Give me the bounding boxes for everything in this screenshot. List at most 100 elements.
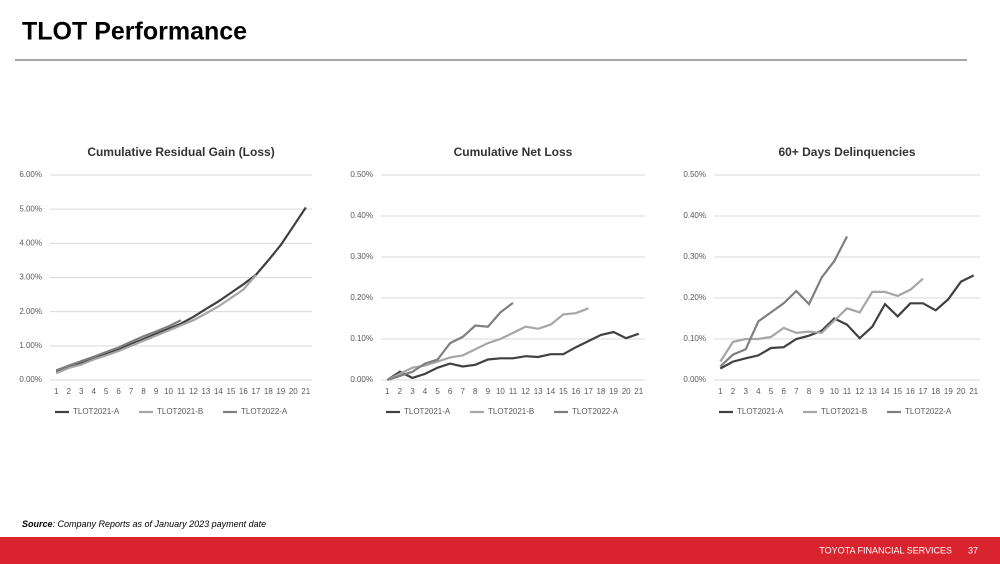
x-tick-label: 21: [634, 387, 643, 396]
x-tick-label: 19: [276, 387, 285, 396]
y-tick-label: 5.00%: [19, 204, 42, 213]
x-tick-label: 21: [969, 387, 978, 396]
footer-company: TOYOTA FINANCIAL SERVICES: [819, 545, 952, 555]
chart-title: Cumulative Net Loss: [454, 145, 573, 159]
slide-title: TLOT Performance: [22, 18, 247, 46]
x-tick-label: 17: [251, 387, 260, 396]
y-tick-label: 2.00%: [19, 307, 42, 316]
x-tick-label: 19: [609, 387, 618, 396]
source: Source: Company Reports as of January 20…: [22, 519, 266, 529]
series-line: [55, 319, 182, 372]
x-tick-label: 12: [189, 387, 198, 396]
x-tick-label: 12: [855, 387, 864, 396]
page-number: 37: [968, 545, 978, 555]
x-tick-label: 7: [794, 387, 799, 396]
x-tick-label: 1: [385, 387, 390, 396]
x-tick-label: 18: [597, 387, 606, 396]
x-tick-label: 9: [819, 387, 824, 396]
y-tick-label: 0.50%: [350, 170, 373, 179]
x-tick-label: 7: [129, 387, 134, 396]
x-tick-label: 10: [164, 387, 173, 396]
y-tick-label: 0.20%: [350, 293, 373, 302]
x-tick-label: 9: [154, 387, 159, 396]
x-tick-label: 20: [622, 387, 631, 396]
y-tick-label: 0.40%: [350, 211, 373, 220]
legend-label: TLOT2021-A: [737, 407, 784, 416]
x-tick-label: 11: [509, 387, 518, 396]
x-tick-label: 5: [104, 387, 109, 396]
x-tick-label: 1: [718, 387, 723, 396]
x-tick-label: 17: [584, 387, 593, 396]
x-tick-label: 6: [448, 387, 453, 396]
legend-label: TLOT2021-A: [404, 407, 451, 416]
x-tick-label: 1: [54, 387, 59, 396]
legend-label: TLOT2022-A: [572, 407, 619, 416]
x-tick-label: 2: [66, 387, 71, 396]
legend-label: TLOT2021-B: [488, 407, 534, 416]
legend-label: TLOT2021-B: [157, 407, 203, 416]
series-line: [386, 302, 514, 382]
y-tick-label: 0.30%: [350, 252, 373, 261]
x-tick-label: 21: [301, 387, 310, 396]
x-tick-label: 3: [79, 387, 84, 396]
y-tick-label: 3.00%: [19, 273, 42, 282]
x-tick-label: 5: [435, 387, 440, 396]
x-tick-label: 10: [496, 387, 505, 396]
x-tick-label: 20: [289, 387, 298, 396]
x-tick-label: 10: [830, 387, 839, 396]
series-line: [719, 235, 848, 368]
y-tick-label: 0.00%: [19, 375, 42, 384]
x-tick-label: 4: [423, 387, 428, 396]
x-tick-label: 9: [486, 387, 491, 396]
x-tick-label: 3: [743, 387, 748, 396]
x-tick-label: 4: [91, 387, 96, 396]
y-tick-label: 4.00%: [19, 238, 42, 247]
x-tick-label: 17: [919, 387, 928, 396]
series-line: [55, 274, 257, 375]
x-tick-label: 15: [559, 387, 568, 396]
x-tick-label: 18: [931, 387, 940, 396]
x-tick-label: 13: [534, 387, 543, 396]
legend-label: TLOT2022-A: [905, 407, 952, 416]
chart-title: 60+ Days Delinquencies: [778, 145, 915, 159]
y-tick-label: 0.20%: [683, 293, 706, 302]
x-tick-label: 19: [944, 387, 953, 396]
series-line: [55, 206, 307, 373]
x-tick-label: 2: [731, 387, 736, 396]
x-tick-label: 5: [769, 387, 774, 396]
x-tick-label: 3: [410, 387, 415, 396]
y-tick-label: 6.00%: [19, 170, 42, 179]
x-tick-label: 4: [756, 387, 761, 396]
x-tick-label: 15: [226, 387, 235, 396]
y-tick-label: 0.00%: [683, 375, 706, 384]
x-tick-label: 6: [116, 387, 121, 396]
x-tick-label: 13: [201, 387, 210, 396]
x-tick-label: 8: [141, 387, 146, 396]
legend-label: TLOT2021-A: [73, 407, 120, 416]
legend-label: TLOT2021-B: [821, 407, 867, 416]
series-line: [386, 330, 640, 381]
y-tick-label: 0.10%: [683, 334, 706, 343]
x-tick-label: 2: [398, 387, 403, 396]
x-tick-label: 8: [807, 387, 812, 396]
x-tick-label: 7: [460, 387, 465, 396]
y-tick-label: 0.30%: [683, 252, 706, 261]
x-tick-label: 6: [781, 387, 786, 396]
y-tick-label: 1.00%: [19, 341, 42, 350]
legend-label: TLOT2022-A: [241, 407, 288, 416]
x-tick-label: 8: [473, 387, 478, 396]
x-tick-label: 12: [521, 387, 530, 396]
x-tick-label: 11: [843, 387, 852, 396]
series-line: [719, 274, 975, 370]
x-tick-label: 14: [881, 387, 890, 396]
x-tick-label: 20: [957, 387, 966, 396]
y-tick-label: 0.10%: [350, 334, 373, 343]
x-tick-label: 16: [239, 387, 248, 396]
x-tick-label: 18: [264, 387, 273, 396]
x-tick-label: 11: [177, 387, 186, 396]
x-tick-label: 15: [893, 387, 902, 396]
chart-title: Cumulative Residual Gain (Loss): [87, 145, 274, 159]
x-tick-label: 16: [906, 387, 915, 396]
y-tick-label: 0.40%: [683, 211, 706, 220]
